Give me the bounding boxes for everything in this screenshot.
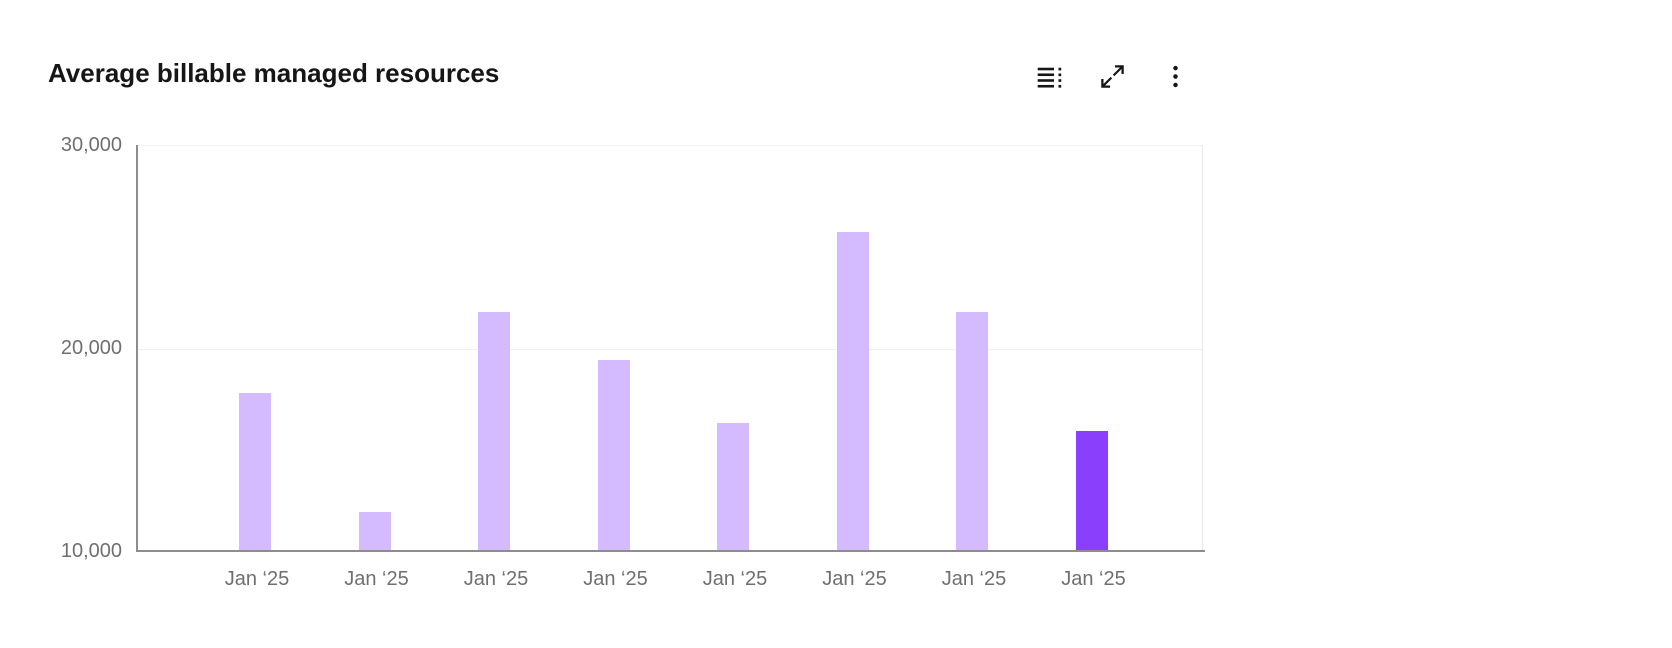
bar[interactable]: [836, 232, 869, 551]
overflow-menu-icon: [1162, 63, 1189, 93]
bar[interactable]: [358, 512, 391, 551]
chart-toolbar: [1032, 61, 1192, 95]
maximize-button[interactable]: [1095, 61, 1129, 95]
x-axis-tick-label: Jan ‘25: [1061, 568, 1126, 590]
bar[interactable]: [239, 392, 271, 551]
x-axis-tick-label: Jan ‘25: [224, 568, 290, 590]
bar[interactable]: [956, 311, 988, 551]
y-axis-tick-label: 30,000: [60, 134, 122, 156]
bar[interactable]: [717, 423, 749, 551]
chart-title: Average billable managed resources: [48, 58, 500, 88]
overflow-menu-button[interactable]: [1158, 61, 1192, 95]
bar[interactable]: [478, 311, 510, 551]
gridline: [138, 349, 1202, 350]
x-axis: Jan ‘25 Jan ‘25 Jan ‘25 Jan ‘25 Jan ‘25 Jan ‘…: [140, 566, 1205, 596]
data-table-icon: [1036, 63, 1063, 93]
y-axis-tick-label: 20,000: [60, 337, 122, 359]
x-axis-tick-label: Jan ‘25: [822, 568, 887, 590]
y-axis: 10,000 20,000 30,000: [0, 134, 122, 562]
y-axis-tick-label: 10,000: [60, 540, 122, 562]
x-axis-tick-label: Jan ‘25: [463, 568, 529, 590]
bar-highlighted[interactable]: [1075, 431, 1108, 551]
x-axis-tick-label: Jan ‘25: [344, 568, 409, 590]
plot-area: [138, 145, 1203, 551]
bar[interactable]: [597, 360, 630, 551]
maximize-icon: [1099, 63, 1126, 93]
x-axis-tick-label: Jan ‘25: [702, 568, 768, 590]
x-axis-tick-label: Jan ‘25: [583, 568, 648, 590]
x-axis-line: [136, 550, 1205, 552]
data-table-button[interactable]: [1032, 61, 1066, 95]
x-axis-tick-label: Jan ‘25: [941, 568, 1007, 590]
y-axis-line: [136, 145, 138, 552]
